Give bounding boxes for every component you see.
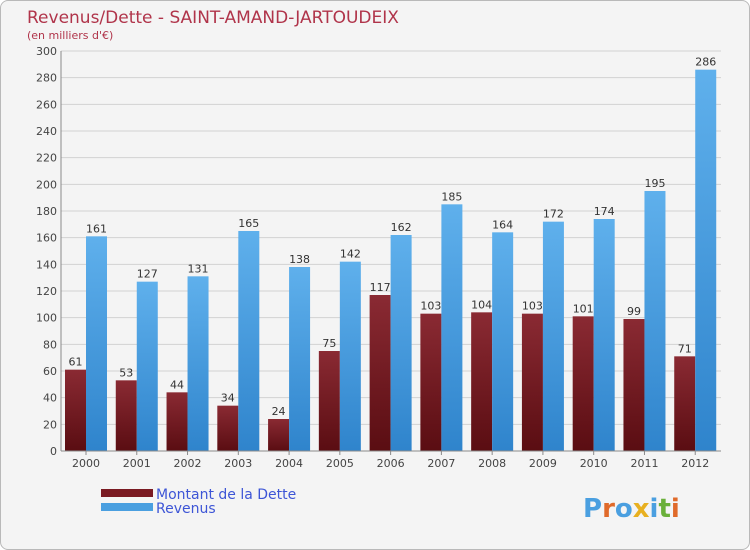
value-label: 172 <box>543 208 564 221</box>
debt-bar <box>369 295 391 451</box>
proxiti-logo: Proxiti <box>583 494 680 524</box>
x-tick-label: 2012 <box>681 457 709 470</box>
legend-swatch-revenue <box>101 503 153 511</box>
revenue-bar <box>339 261 361 451</box>
revenue-bar <box>593 219 615 451</box>
revenue-bar <box>187 276 209 451</box>
value-label: 165 <box>238 217 259 230</box>
revenue-bar <box>644 191 666 451</box>
value-label: 131 <box>188 262 209 275</box>
x-tick-label: 2000 <box>72 457 100 470</box>
y-tick-label: 40 <box>43 392 57 405</box>
debt-bar <box>318 351 340 451</box>
value-label: 44 <box>170 378 184 391</box>
revenue-bar <box>136 281 158 451</box>
x-tick-label: 2006 <box>377 457 405 470</box>
revenue-bar <box>86 236 107 451</box>
value-label: 103 <box>420 300 441 313</box>
value-label: 142 <box>340 248 361 261</box>
y-tick-label: 260 <box>36 98 57 111</box>
debt-bar <box>674 356 696 451</box>
revenue-bar <box>441 204 463 451</box>
value-label: 286 <box>695 56 716 69</box>
value-label: 164 <box>492 218 513 231</box>
debt-bar <box>521 313 543 451</box>
value-label: 34 <box>221 392 235 405</box>
value-label: 104 <box>471 298 492 311</box>
y-tick-label: 100 <box>36 312 57 325</box>
value-label: 71 <box>678 342 692 355</box>
y-tick-label: 160 <box>36 232 57 245</box>
value-label: 185 <box>441 190 462 203</box>
x-tick-label: 2005 <box>326 457 354 470</box>
debt-bar <box>623 319 645 451</box>
value-label: 61 <box>69 356 83 369</box>
x-tick-label: 2004 <box>275 457 303 470</box>
bars: 61 161 53 127 44 131 34 165 24 138 75 142 117 162 103 1… <box>65 56 717 452</box>
legend-label-revenue: Revenus <box>156 501 216 517</box>
value-label: 161 <box>86 222 107 235</box>
revenue-bar <box>695 69 717 452</box>
x-axis: 2000 2001 2002 2003 2004 2005 2006 2007 2008 2009… <box>61 450 721 470</box>
value-label: 53 <box>119 366 133 379</box>
y-tick-label: 240 <box>36 125 57 138</box>
revenue-bar <box>542 221 564 451</box>
y-tick-label: 20 <box>43 418 57 431</box>
y-tick-label: 280 <box>36 72 57 85</box>
x-tick-label: 2010 <box>580 457 608 470</box>
y-tick-label: 300 <box>36 45 57 58</box>
debt-bar <box>420 313 442 451</box>
value-label: 75 <box>322 337 336 350</box>
x-tick-label: 2003 <box>224 457 252 470</box>
revenue-bar <box>492 232 514 451</box>
y-tick-label: 120 <box>36 285 57 298</box>
y-tick-label: 60 <box>43 365 57 378</box>
x-tick-label: 2007 <box>427 457 455 470</box>
legend-swatch-debt <box>101 489 153 497</box>
x-tick-label: 2001 <box>123 457 151 470</box>
debt-bar <box>471 312 493 451</box>
legend-label-debt: Montant de la Dette <box>156 487 296 503</box>
value-label: 103 <box>522 300 543 313</box>
debt-bar <box>65 369 86 451</box>
y-tick-label: 140 <box>36 258 57 271</box>
value-label: 101 <box>573 302 594 315</box>
logo-text: Proxiti <box>583 494 680 524</box>
debt-bar <box>217 405 239 451</box>
chart-subtitle: (en milliers d'€) <box>27 29 113 42</box>
revenue-bar <box>390 235 412 451</box>
chart-title: Revenus/Dette - SAINT-AMAND-JARTOUDEIX <box>27 8 399 28</box>
debt-bar <box>166 392 188 451</box>
debt-bar <box>572 316 594 451</box>
x-tick-label: 2008 <box>478 457 506 470</box>
x-tick-label: 2009 <box>529 457 557 470</box>
value-label: 127 <box>137 268 158 281</box>
value-label: 99 <box>627 305 641 318</box>
y-tick-label: 180 <box>36 205 57 218</box>
x-tick-label: 2002 <box>174 457 202 470</box>
debt-bar <box>115 380 137 451</box>
y-tick-label: 220 <box>36 152 57 165</box>
value-label: 195 <box>644 177 665 190</box>
y-tick-label: 200 <box>36 178 57 191</box>
value-label: 138 <box>289 253 310 266</box>
value-label: 162 <box>391 221 412 234</box>
value-label: 24 <box>272 405 286 418</box>
x-tick-label: 2011 <box>630 457 658 470</box>
revenue-bar <box>289 267 311 451</box>
revenue-bar <box>238 231 260 451</box>
y-tick-label: 80 <box>43 338 57 351</box>
value-label: 174 <box>594 205 615 218</box>
y-tick-label: 0 <box>50 445 57 458</box>
debt-bar <box>268 419 290 451</box>
value-label: 117 <box>370 281 391 294</box>
